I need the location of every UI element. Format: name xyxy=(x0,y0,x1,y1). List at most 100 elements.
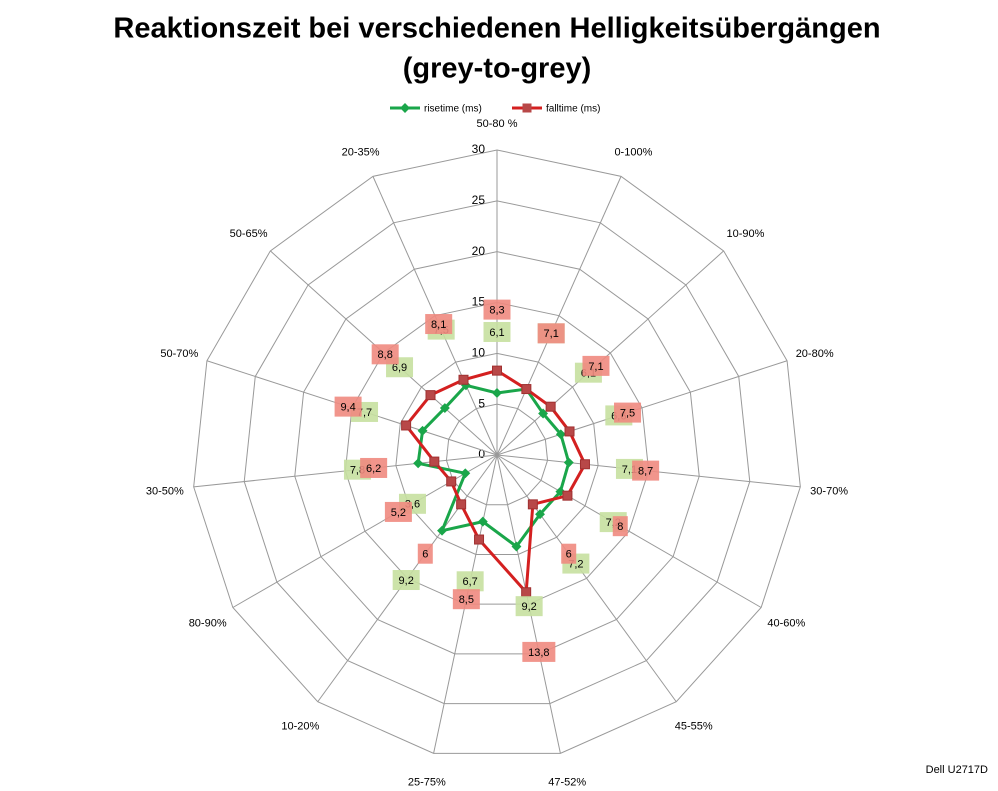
value-label: 6 xyxy=(566,549,572,561)
marker xyxy=(417,425,428,436)
value-label: 6 xyxy=(422,549,428,561)
value-label: 6,7 xyxy=(463,576,478,588)
marker xyxy=(511,541,522,552)
value-label-box xyxy=(483,299,511,320)
legend-label: falltime (ms) xyxy=(546,104,600,115)
value-label: 5,2 xyxy=(391,507,406,519)
y-tick-label: 0 xyxy=(478,447,485,461)
value-label-box xyxy=(614,402,642,423)
value-label: 9,2 xyxy=(399,575,414,587)
value-label: 8,1 xyxy=(431,319,446,331)
category-label: 80-90% xyxy=(189,617,227,629)
marker xyxy=(437,525,447,536)
marker xyxy=(429,456,440,467)
value-label-box xyxy=(522,641,556,662)
category-label: 50-80 % xyxy=(477,118,518,130)
spoke xyxy=(496,250,724,456)
marker xyxy=(492,365,502,376)
value-label-box xyxy=(582,355,610,376)
marker xyxy=(413,458,424,469)
value-label: 9,4 xyxy=(340,402,355,414)
y-tick-label: 20 xyxy=(472,244,486,258)
marker xyxy=(563,457,574,468)
value-label: 13,8 xyxy=(528,647,549,659)
category-label: 20-35% xyxy=(342,147,380,159)
category-label: 0-100% xyxy=(614,147,652,159)
grid-ring xyxy=(445,403,549,506)
marker xyxy=(439,403,450,414)
grid-ring xyxy=(344,301,650,605)
value-label-box xyxy=(392,570,420,591)
spoke xyxy=(496,176,622,456)
value-label: 6,2 xyxy=(366,463,381,475)
y-tick-label: 10 xyxy=(472,346,486,360)
marker xyxy=(562,490,573,501)
plot: 6,17,16,16,67,17,27,29,26,79,23,67,87,76… xyxy=(334,299,660,662)
marker xyxy=(579,459,590,470)
marker xyxy=(527,499,538,510)
marker xyxy=(538,408,549,419)
value-label-box xyxy=(384,501,412,522)
value-label-box xyxy=(632,460,660,481)
marker xyxy=(545,401,556,412)
series-line xyxy=(404,369,587,594)
marker xyxy=(521,587,532,598)
y-tick-label: 5 xyxy=(478,396,485,410)
value-label-box xyxy=(483,321,511,342)
category-label: 10-20% xyxy=(281,720,319,732)
value-label-box xyxy=(360,457,388,478)
spoke xyxy=(496,454,762,608)
marker xyxy=(460,468,471,479)
value-label: 8,3 xyxy=(489,305,504,317)
value-label: 7,1 xyxy=(544,328,559,340)
marker xyxy=(564,426,575,437)
value-label-box xyxy=(417,543,433,564)
marker xyxy=(458,374,469,385)
value-label: 6,1 xyxy=(489,327,504,339)
category-label: 40-60% xyxy=(767,617,805,629)
category-label: 30-70% xyxy=(810,486,848,498)
legend-marker xyxy=(522,103,532,113)
value-label: 9,2 xyxy=(521,601,536,613)
marker xyxy=(456,499,467,510)
category-label: 30-50% xyxy=(146,486,184,498)
category-label: 20-80% xyxy=(796,348,834,360)
marker xyxy=(425,390,436,401)
grid-ring xyxy=(193,149,801,754)
marker xyxy=(555,429,566,440)
value-label-box xyxy=(425,314,453,335)
legend-label: risetime (ms) xyxy=(424,104,482,115)
value-label: 6,9 xyxy=(392,362,407,374)
value-label-box xyxy=(612,516,628,537)
chart-title: (grey-to-grey) xyxy=(403,53,592,85)
y-tick-label: 15 xyxy=(472,295,486,309)
value-label-box xyxy=(452,589,480,610)
value-label: 8,7 xyxy=(638,466,653,478)
value-label: 8 xyxy=(617,521,623,533)
value-label: 8,5 xyxy=(459,594,474,606)
category-label: 50-70% xyxy=(160,348,198,360)
value-label: 7,5 xyxy=(620,407,635,419)
series-line xyxy=(416,383,571,548)
grid-ring xyxy=(395,352,599,555)
y-tick-label: 25 xyxy=(472,193,486,207)
value-label-box xyxy=(456,571,484,592)
marker xyxy=(401,420,412,431)
value-label: 8,8 xyxy=(378,349,393,361)
value-label-box xyxy=(371,344,399,365)
grid-ring xyxy=(243,200,751,705)
category-label: 50-65% xyxy=(230,228,268,240)
annotation: Dell U2717D xyxy=(926,764,988,776)
value-label: 7,1 xyxy=(588,361,603,373)
value-label-box xyxy=(334,396,362,417)
value-label-box xyxy=(515,596,543,617)
marker xyxy=(535,509,545,520)
y-tick-label: 30 xyxy=(472,142,486,156)
marker xyxy=(474,534,485,545)
marker xyxy=(492,388,502,398)
value-label-box xyxy=(561,543,577,564)
grid-ring xyxy=(294,251,700,655)
spoke xyxy=(496,360,788,456)
category-label: 45-55% xyxy=(675,720,713,732)
